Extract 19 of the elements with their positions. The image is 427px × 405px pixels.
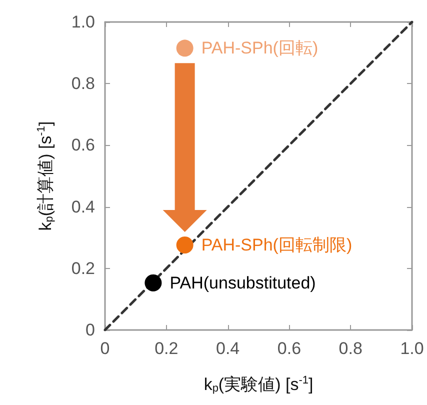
series-label: PAH-SPh(回転) [201,38,318,58]
y-tick-label: 0 [86,320,95,340]
y-tick-label: 0.8 [71,74,95,94]
y-tick-label: 0.2 [71,258,95,278]
y-tick-label: 1.0 [71,12,95,32]
x-tick-label: 0.8 [338,339,362,358]
series-label: PAH-SPh(回転制限) [201,235,352,254]
x-tick-label: 0.6 [277,339,302,358]
x-tick-label: 0.4 [216,339,240,358]
y-tick-label: 0.4 [71,197,95,216]
x-tick-label: 1.0 [400,339,424,358]
y-tick-label: 0.6 [71,136,95,155]
series-label: PAH(unsubstituted) [170,273,316,292]
point [176,236,194,254]
x-tick-label: 0.2 [154,339,178,358]
x-tick-label: 0 [100,339,110,358]
y-axis-title: kp(計算値) [s-1] [36,121,56,231]
point [176,40,194,57]
point [144,274,162,292]
